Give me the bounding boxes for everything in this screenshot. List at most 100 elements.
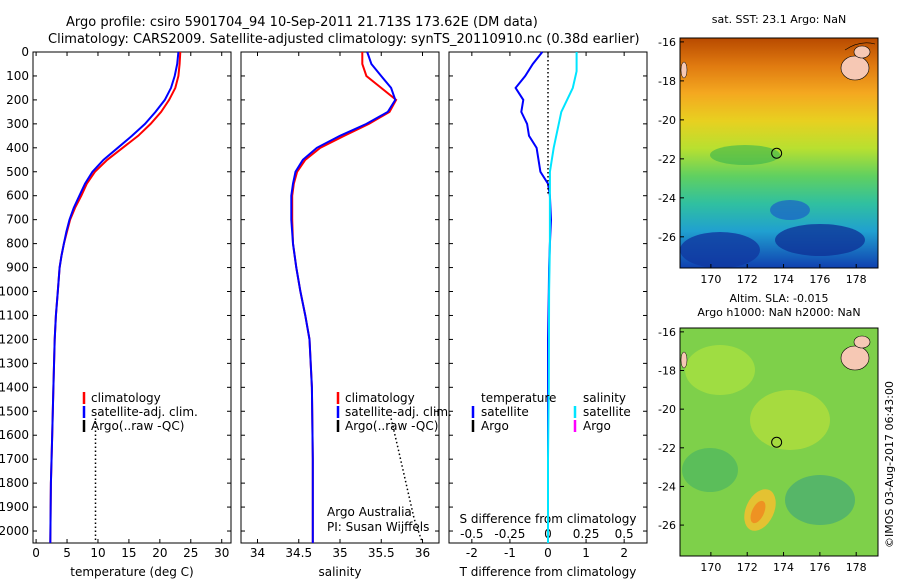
- x-tick-label: 35: [332, 546, 347, 560]
- y-tick-label: 300: [6, 117, 29, 131]
- y-tick-label: -18: [658, 365, 676, 378]
- sla-map-frame: [679, 327, 879, 557]
- y-tick-label: 1000: [0, 285, 29, 299]
- x-tick-label: 34: [250, 546, 265, 560]
- sst-map: sat. SST: 23.1 Argo: NaN 170 172 174 176 178…: [658, 13, 879, 286]
- y-tick-label: -26: [658, 231, 676, 244]
- y-tick-label: -24: [658, 192, 676, 205]
- sst-green-patch: [710, 145, 780, 165]
- island-shape: [853, 45, 871, 59]
- series-line: [291, 52, 398, 543]
- series-line: [547, 52, 578, 543]
- salinity-legend: climatology satellite-adj. clim. Argo(..…: [336, 391, 452, 433]
- series-line: [49, 51, 182, 544]
- legend-label-sal-argo: Argo: [583, 419, 611, 433]
- y-tick-label: 900: [6, 261, 29, 275]
- sla-patch: [750, 390, 830, 450]
- y-tick-label: -20: [658, 114, 676, 127]
- y-tick-label: 1600: [0, 428, 29, 442]
- y-tick-label: 600: [6, 189, 29, 203]
- figure-subtitle: Climatology: CARS2009. Satellite-adjuste…: [48, 32, 640, 47]
- x-tick-label: 176: [809, 561, 830, 574]
- plot-frame: [240, 51, 440, 544]
- y-tick-label: -24: [658, 480, 676, 493]
- sla-map-axes: 170 172 174 176 178 -16 -18 -20 -22 -24 -26: [658, 326, 867, 574]
- y-tick-label: -16: [658, 36, 676, 49]
- sla-patch: [750, 500, 766, 524]
- x-axis-label: temperature (deg C): [70, 565, 193, 579]
- x-tick-label: 172: [737, 561, 758, 574]
- island-shape: [680, 61, 688, 79]
- y-tick-label: 200: [6, 93, 29, 107]
- island-shape: [840, 55, 870, 81]
- y-tick-label: 500: [6, 165, 29, 179]
- coastline: [844, 42, 876, 51]
- argo-position-marker: [771, 147, 783, 159]
- series-line: [49, 51, 180, 544]
- y-tick-label: 1500: [0, 404, 29, 418]
- figure-title: Argo profile: csiro 5901704_94 10-Sep-20…: [66, 15, 538, 30]
- legend-header-salinity: salinity: [583, 391, 626, 405]
- x-tick-label: -1: [504, 546, 516, 560]
- plot-frame: [32, 51, 232, 544]
- legend-label-satellite: satellite-adj. clim.: [91, 405, 198, 419]
- legend-label-temp-satellite: satellite: [481, 405, 529, 419]
- series-line: [290, 51, 397, 543]
- y-tick-label: 0: [21, 45, 29, 59]
- x-tick-label: 172: [737, 273, 758, 286]
- legend-label-climatology: climatology: [345, 391, 415, 405]
- sst-cold-patch: [680, 232, 760, 268]
- x-tick-label: 15: [121, 546, 136, 560]
- pi-text: PI: Susan Wijffels: [327, 520, 429, 534]
- x-tick-label: 35.5: [368, 546, 395, 560]
- sst-map-frame: [679, 37, 879, 269]
- legend-label-argo: Argo(..raw -QC): [345, 419, 438, 433]
- sst-map-axes: 170 172 174 176 178 -16 -18 -20 -22 -24 -26: [658, 36, 867, 286]
- y-tick-label: -22: [658, 153, 676, 166]
- x-tick-label: 0: [544, 546, 552, 560]
- temperature-panel: 0100200300400500600700800900100011001200…: [0, 45, 232, 579]
- y-tick-label: 400: [6, 141, 29, 155]
- x-tick-label: 20: [152, 546, 167, 560]
- legend-label-climatology: climatology: [91, 391, 161, 405]
- x-axis-label: salinity: [318, 565, 361, 579]
- x-tick-label: 30: [214, 546, 229, 560]
- y-tick-label: 1300: [0, 356, 29, 370]
- sst-cold-patch: [775, 224, 865, 256]
- secondary-tick-label: -0.25: [494, 527, 525, 541]
- y-tick-label: -26: [658, 519, 676, 532]
- island-shape: [840, 345, 870, 371]
- y-tick-label: 1700: [0, 452, 29, 466]
- x-tick-label: 0: [32, 546, 40, 560]
- y-tick-label: 1400: [0, 380, 29, 394]
- x-tick-label: 170: [700, 561, 721, 574]
- timestamp-stamp: ©IMOS 03-Aug-2017 06:43:00: [883, 381, 896, 548]
- legend-header-temperature: temperature: [481, 391, 556, 405]
- y-tick-label: -22: [658, 442, 676, 455]
- sla-map-subtitle: Argo h1000: NaN h2000: NaN: [697, 306, 860, 319]
- sla-map: Altim. SLA: -0.015 Argo h1000: NaN h2000…: [658, 292, 879, 574]
- sla-patch: [682, 448, 738, 492]
- x-tick-label: 36: [415, 546, 430, 560]
- argo-position-marker: [771, 436, 783, 448]
- y-tick-label: 800: [6, 237, 29, 251]
- legend-label-satellite: satellite-adj. clim.: [345, 405, 452, 419]
- x-axis-label: T difference from climatology: [459, 565, 637, 579]
- y-tick-label: 1100: [0, 308, 29, 322]
- x-tick-label: 178: [846, 561, 867, 574]
- y-tick-label: 100: [6, 69, 29, 83]
- sla-patch: [685, 345, 755, 395]
- sla-map-title: Altim. SLA: -0.015: [729, 292, 828, 305]
- x-tick-label: 25: [183, 546, 198, 560]
- x-tick-label: 1: [582, 546, 590, 560]
- legend-label-sal-satellite: satellite: [583, 405, 631, 419]
- secondary-tick-label: 0.5: [615, 527, 634, 541]
- y-tick-label: 1200: [0, 332, 29, 346]
- x-tick-label: 178: [846, 273, 867, 286]
- sla-patch: [785, 475, 855, 525]
- x-tick-label: 174: [773, 273, 794, 286]
- salinity-panel: 34 34.5 35 35.5 36 salinity: [240, 51, 440, 579]
- sst-cold-patch: [770, 200, 810, 220]
- legend-label-argo: Argo(..raw -QC): [91, 419, 184, 433]
